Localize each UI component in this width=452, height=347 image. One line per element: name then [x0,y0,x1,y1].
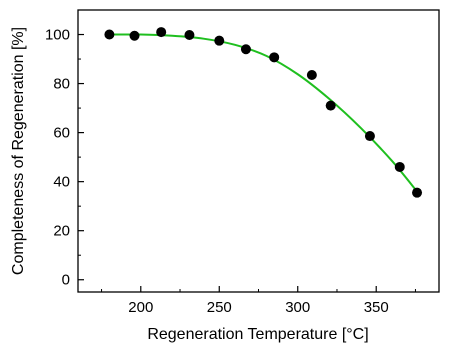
y-tick-label: 100 [45,27,70,44]
data-point [394,161,405,172]
y-tick-label: 40 [53,174,70,191]
data-point [156,27,167,38]
x-tick-label: 200 [128,299,153,316]
data-point [240,44,251,55]
data-point [306,69,317,80]
y-tick-label: 20 [53,223,70,240]
y-tick-label: 80 [53,76,70,93]
data-point [104,29,115,40]
data-point [214,35,225,46]
y-axis-title: Completeness of Regeneration [%] [10,27,27,275]
data-point [364,131,375,142]
x-tick-label: 300 [285,299,310,316]
x-axis-title: Regeneration Temperature [°C] [147,326,368,343]
data-point [325,100,336,111]
data-points [104,27,423,198]
data-point [184,30,195,41]
fit-curve [109,33,418,193]
x-tick-label: 350 [364,299,389,316]
x-tick-label: 250 [207,299,232,316]
data-point [269,52,280,63]
y-tick-label: 0 [62,272,70,289]
data-point [129,30,140,41]
data-point [412,187,423,198]
fit-line [109,33,418,193]
y-tick-label: 60 [53,125,70,142]
ticks: 200 250 300 350 0 20 40 60 80 100 [45,27,416,316]
